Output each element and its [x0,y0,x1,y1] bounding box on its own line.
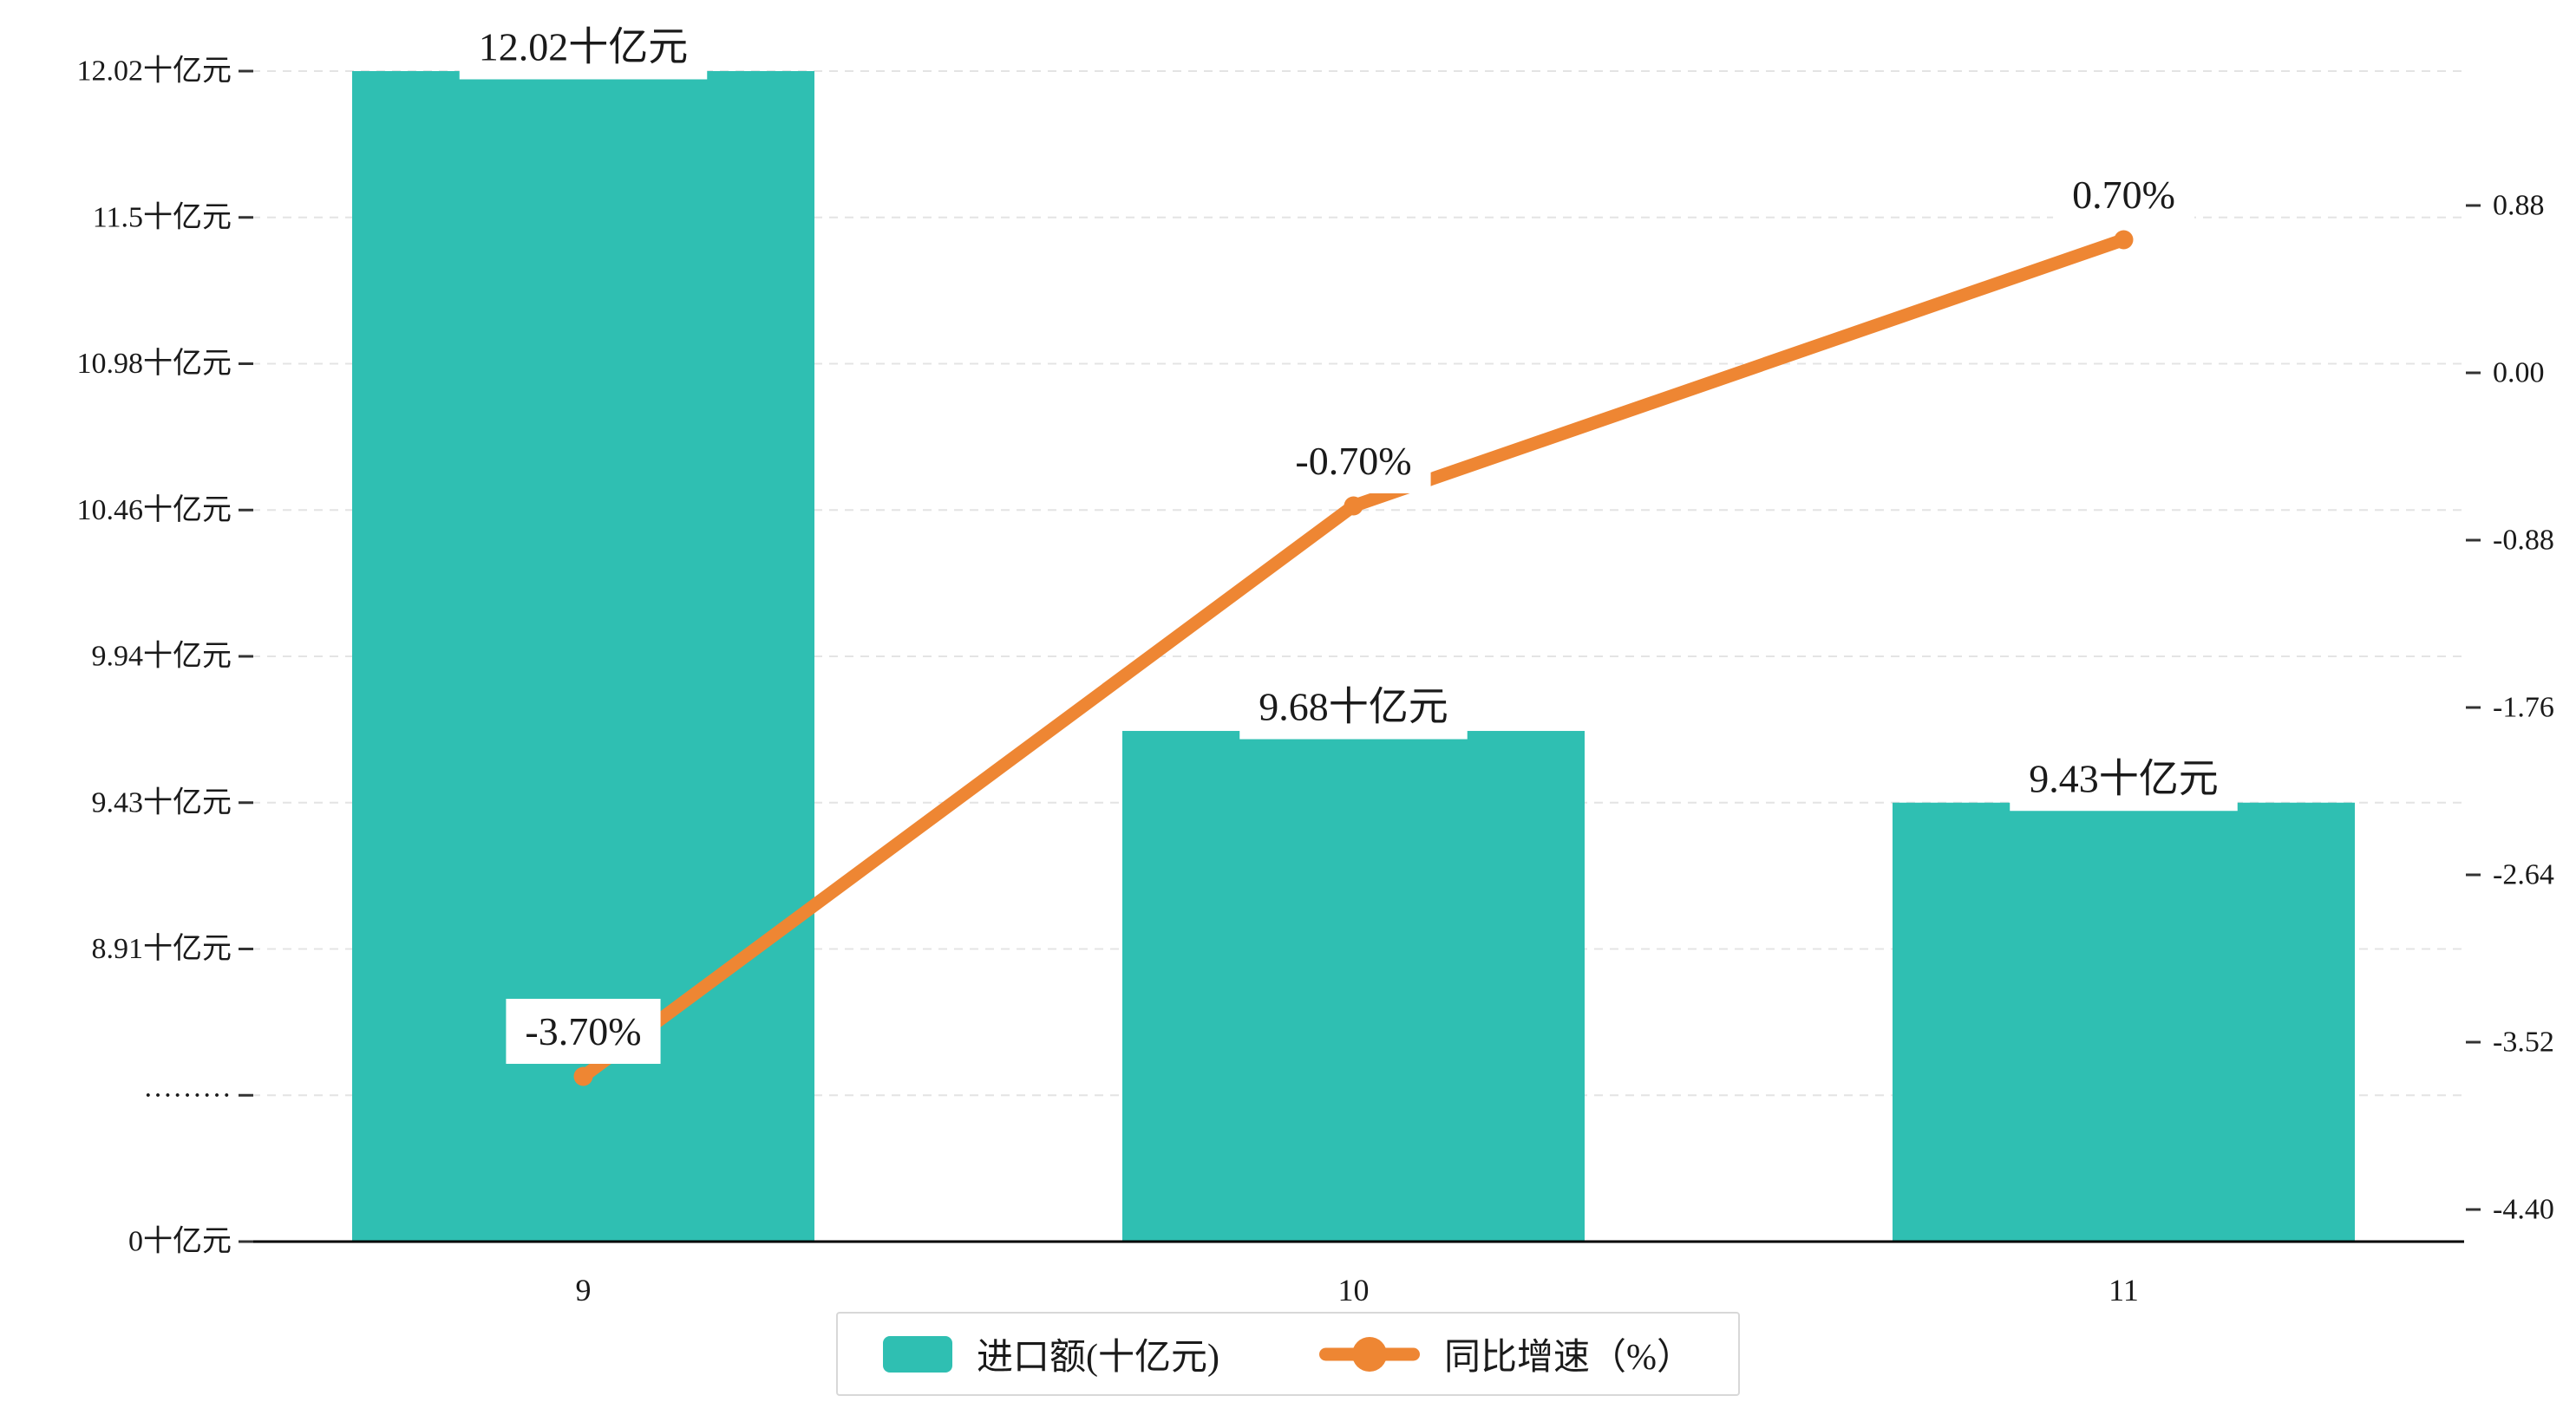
bar-value-label: 9.68十亿元 [1259,685,1448,729]
right-tick-label: -4.40 [2493,1193,2554,1225]
left-tick-label: 12.02十亿元 [77,55,232,88]
bar-9[interactable] [352,71,814,1242]
left-tick-label: 10.98十亿元 [77,347,232,380]
bar-value-label-bg [459,14,708,80]
right-tick-label: -3.52 [2493,1026,2554,1058]
line-point-11[interactable] [2114,230,2134,250]
left-tick-label: 8.91十亿元 [92,932,232,965]
line-value-label: 0.70% [2072,173,2175,217]
bar-swatch-icon [883,1335,953,1373]
right-tick-label: 0.00 [2493,357,2545,389]
left-tick-label: 9.94十亿元 [92,640,232,673]
x-tick-label: 10 [1338,1273,1370,1307]
right-axis: 0.88 0.00 -0.88 -1.76 -2.64 -3.52 -4.40 [2466,190,2554,1225]
data-labels: 12.02十亿元 9.68十亿元 9.43十亿元 -3.70% -0.70% 0.70% [459,14,2238,1064]
line-value-label-bg [2053,161,2194,227]
legend-label-growth: 同比增速（%） [1443,1338,1693,1378]
right-tick-label: -0.88 [2493,524,2554,556]
right-tick-label: -2.64 [2493,858,2554,890]
bar-11[interactable] [1893,802,2355,1242]
right-tick-label: 0.88 [2493,190,2545,222]
x-tick-label: 9 [576,1273,592,1307]
legend-item-growth[interactable]: 同比增速（%） [1318,1327,1693,1380]
left-axis: 12.02十亿元 11.5十亿元 10.98十亿元 10.46十亿元 9.94十亿元 9.… [77,55,253,1258]
x-tick-label: 11 [2109,1273,2139,1307]
left-tick-label: 10.46十亿元 [77,493,232,526]
legend: 进口额(十亿元) 同比增速（%） [836,1312,1740,1396]
line-dot-icon [1318,1335,1420,1373]
line-series [573,230,2134,1086]
bar-value-label: 12.02十亿元 [479,25,689,69]
right-tick-label: -1.76 [2493,691,2554,723]
bar-10[interactable] [1122,731,1585,1242]
line-point-10[interactable] [1344,496,1363,516]
line-value-label: -3.70% [525,1009,641,1053]
line-value-label: -0.70% [1295,439,1411,483]
left-tick-label: 9.43十亿元 [92,786,232,818]
legend-label-imports: 进口额(十亿元) [977,1338,1219,1378]
line-value-label-bg [506,998,661,1064]
x-axis: 9 10 11 [252,1240,2464,1307]
line-point-9[interactable] [573,1066,593,1086]
left-tick-label: 11.5十亿元 [93,200,232,233]
left-tick-label: ········· [143,1079,232,1112]
legend-item-imports[interactable]: 进口额(十亿元) [883,1327,1219,1380]
line-value-label-bg [1276,428,1431,494]
bar-value-label-bg [1239,674,1468,740]
bar-value-label: 9.43十亿元 [2029,756,2219,800]
bar-value-label-bg [2010,746,2238,812]
left-tick-label: 0十亿元 [128,1225,232,1258]
